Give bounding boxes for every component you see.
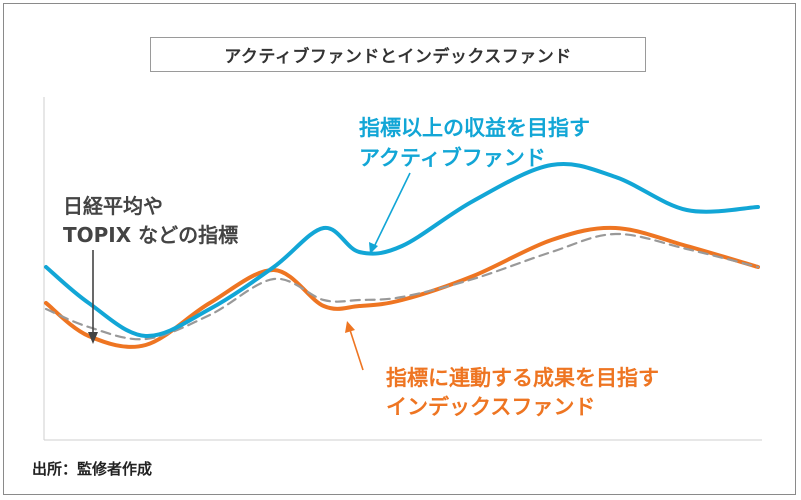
source-note: 出所：監修者作成: [32, 460, 153, 478]
active-series-line: [44, 162, 760, 339]
active-annotation-line-2: アクティブファンド: [359, 146, 546, 170]
index-annotation-line-1: 指標に連動する成果を目指す: [386, 366, 659, 390]
chart-title: アクティブファンドとインデックスファンド: [150, 37, 646, 72]
active-callout-arrow: [369, 172, 411, 254]
index-annotation-line-2: インデックスファンド: [386, 395, 595, 419]
benchmark-annotation-line-2: TOPIX などの指標: [63, 223, 238, 247]
benchmark-callout-arrow: [88, 250, 98, 344]
benchmark-annotation-line-1: 日経平均や: [63, 194, 163, 218]
index-series-line: [44, 225, 760, 349]
index-callout-arrow: [345, 321, 364, 371]
benchmark-series-line: [44, 232, 760, 341]
series-layer: [44, 162, 760, 349]
active-annotation-line-1: 指標以上の収益を目指す: [359, 116, 590, 140]
